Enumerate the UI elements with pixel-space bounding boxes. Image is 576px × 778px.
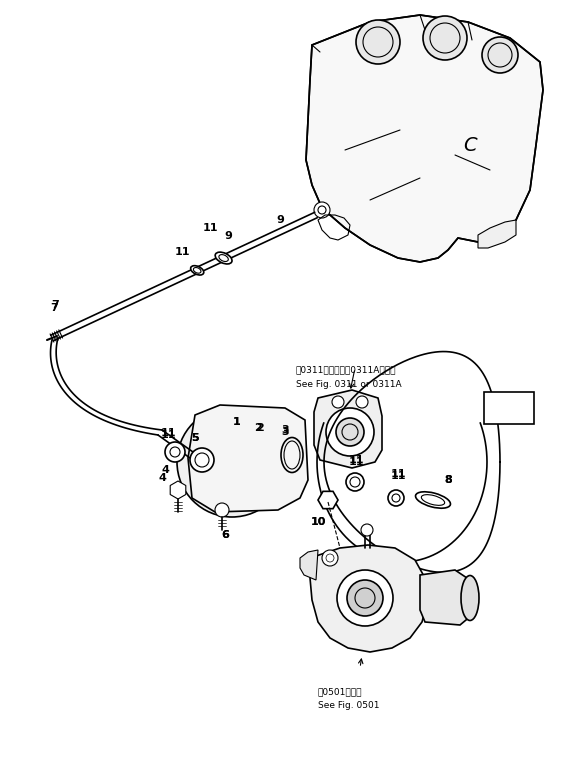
Circle shape bbox=[482, 37, 518, 73]
Circle shape bbox=[322, 550, 338, 566]
Text: 11: 11 bbox=[202, 223, 218, 233]
Circle shape bbox=[326, 408, 374, 456]
Text: C: C bbox=[463, 135, 477, 155]
Circle shape bbox=[336, 418, 364, 446]
Polygon shape bbox=[306, 15, 543, 262]
Text: 11: 11 bbox=[391, 469, 406, 479]
Text: 11: 11 bbox=[160, 428, 176, 438]
Text: 3: 3 bbox=[281, 427, 289, 437]
Circle shape bbox=[332, 396, 344, 408]
Circle shape bbox=[388, 490, 404, 506]
Text: 7: 7 bbox=[50, 303, 58, 313]
Text: 10: 10 bbox=[310, 517, 325, 527]
Polygon shape bbox=[188, 405, 308, 512]
Polygon shape bbox=[170, 481, 186, 499]
Circle shape bbox=[204, 434, 260, 490]
Text: 5: 5 bbox=[191, 433, 199, 443]
Polygon shape bbox=[420, 570, 472, 625]
Text: 11: 11 bbox=[160, 430, 176, 440]
Text: 7: 7 bbox=[51, 300, 59, 310]
Text: 4: 4 bbox=[161, 465, 169, 475]
Circle shape bbox=[190, 420, 274, 504]
Polygon shape bbox=[310, 545, 428, 652]
Text: 11: 11 bbox=[348, 455, 364, 465]
Text: 6: 6 bbox=[221, 530, 229, 540]
Circle shape bbox=[361, 524, 373, 536]
Circle shape bbox=[356, 396, 368, 408]
Circle shape bbox=[337, 570, 393, 626]
Circle shape bbox=[190, 448, 214, 472]
Text: 1: 1 bbox=[233, 417, 241, 427]
Text: 10: 10 bbox=[310, 517, 325, 527]
Circle shape bbox=[423, 16, 467, 60]
Polygon shape bbox=[314, 390, 382, 468]
Text: 11: 11 bbox=[391, 471, 406, 481]
Polygon shape bbox=[318, 492, 338, 509]
Text: 9: 9 bbox=[225, 231, 233, 241]
Circle shape bbox=[314, 202, 330, 218]
Text: 6: 6 bbox=[221, 530, 229, 540]
Text: 11: 11 bbox=[348, 457, 364, 467]
Text: 3: 3 bbox=[281, 425, 289, 435]
Circle shape bbox=[215, 503, 229, 517]
Polygon shape bbox=[300, 550, 318, 580]
Text: 第0501図参照: 第0501図参照 bbox=[318, 688, 362, 696]
Text: 4: 4 bbox=[158, 473, 166, 483]
Circle shape bbox=[347, 580, 383, 616]
Text: See Fig. 0311 or 0311A: See Fig. 0311 or 0311A bbox=[296, 380, 401, 388]
Text: 2: 2 bbox=[254, 423, 262, 433]
Circle shape bbox=[224, 454, 240, 470]
Ellipse shape bbox=[191, 265, 204, 275]
Text: 2: 2 bbox=[256, 423, 264, 433]
Polygon shape bbox=[478, 220, 516, 248]
Circle shape bbox=[177, 407, 287, 517]
Circle shape bbox=[214, 444, 250, 480]
Text: 8: 8 bbox=[444, 475, 452, 485]
Ellipse shape bbox=[415, 492, 450, 508]
FancyBboxPatch shape bbox=[484, 392, 534, 424]
Circle shape bbox=[165, 442, 185, 462]
Circle shape bbox=[356, 20, 400, 64]
Text: FWD: FWD bbox=[492, 401, 525, 415]
Ellipse shape bbox=[461, 576, 479, 621]
Text: 8: 8 bbox=[444, 475, 452, 485]
Ellipse shape bbox=[215, 252, 232, 264]
Text: 5: 5 bbox=[191, 433, 199, 443]
Text: See Fig. 0501: See Fig. 0501 bbox=[318, 702, 380, 710]
Text: 第0311図または第0311A図参照: 第0311図または第0311A図参照 bbox=[296, 366, 396, 374]
Text: 1: 1 bbox=[233, 417, 241, 427]
Text: 11: 11 bbox=[175, 247, 190, 258]
Circle shape bbox=[346, 473, 364, 491]
Text: 9: 9 bbox=[276, 215, 284, 225]
